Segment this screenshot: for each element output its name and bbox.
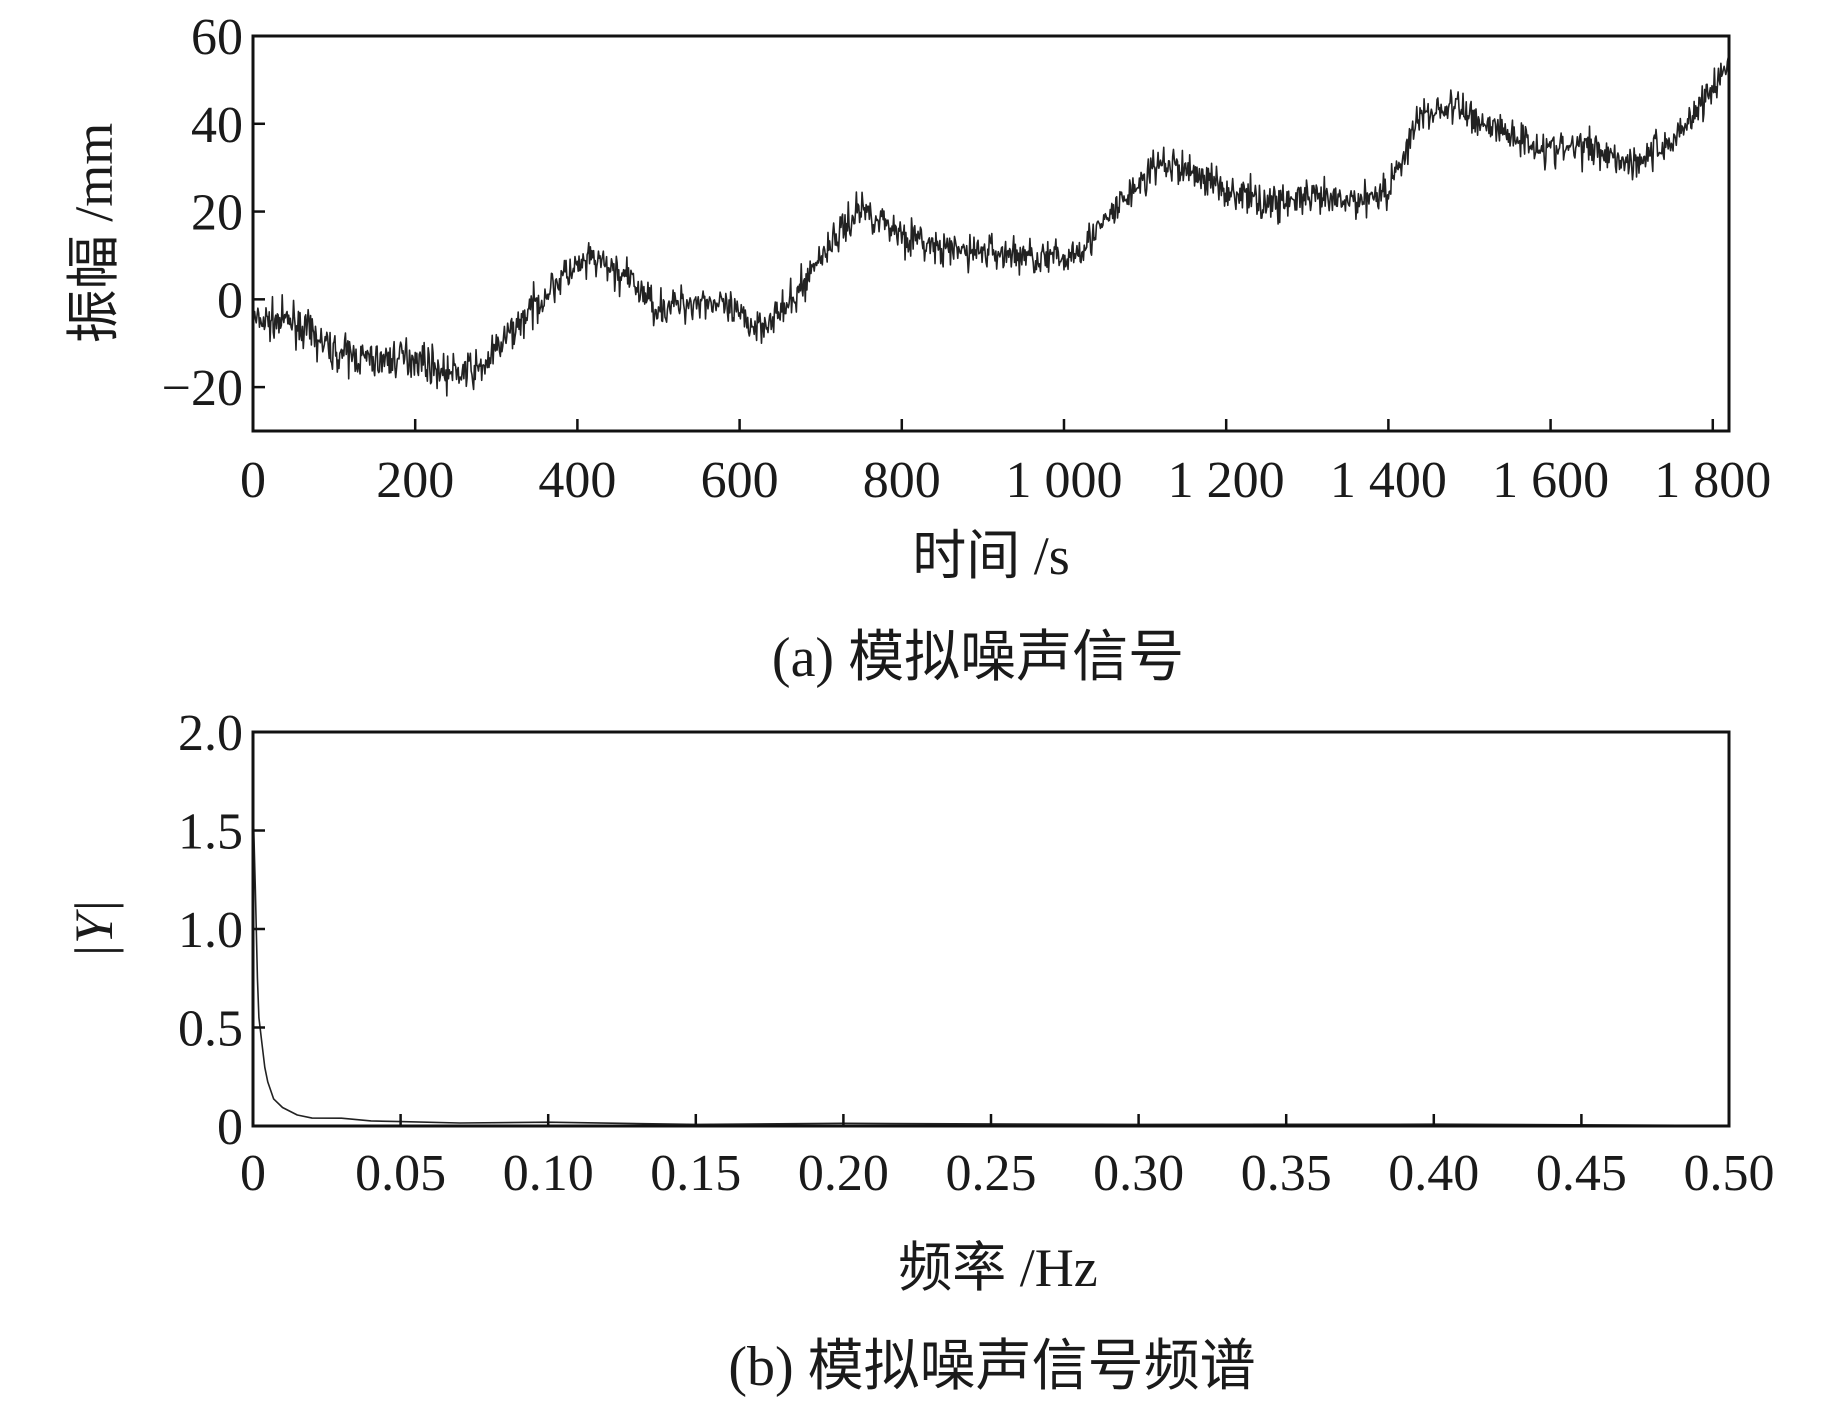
panel-a-x-tick-label: 200 xyxy=(376,452,454,509)
panel-a-x-tick-label: 600 xyxy=(701,452,779,509)
panel-b-axes: 0 0.05 0.10 0.15 0.20 0.25 0.30 0.35 0.40 0.45 0.5… xyxy=(178,705,1775,1202)
panel-b-frame xyxy=(251,730,1731,1128)
panel-b-y-tick-label: 0 xyxy=(217,1099,243,1156)
panel-b-x-tick-label: 0.45 xyxy=(1536,1145,1627,1202)
panel-b-spectrum: 0 0.05 0.10 0.15 0.20 0.25 0.30 0.35 0.40 0.45 0.5… xyxy=(64,705,1775,1398)
panel-b-caption: (b) 模拟噪声信号频谱 xyxy=(728,1336,1255,1398)
panel-a-y-tick-label: 0 xyxy=(217,272,243,329)
panel-b-series-line xyxy=(252,800,1730,1127)
panel-a-plot-area xyxy=(252,56,1730,397)
panel-b-plot-area xyxy=(252,800,1730,1127)
panel-a-caption: (a) 模拟噪声信号 xyxy=(772,627,1184,689)
panel-a-y-tick-label: 20 xyxy=(191,185,243,242)
panel-b-y-tick-label: 2.0 xyxy=(178,705,243,762)
panel-b-y-tick-label: 1.0 xyxy=(178,902,243,959)
panel-b-x-tick-label: 0.40 xyxy=(1388,1145,1479,1202)
panel-a-y-tick-label: 60 xyxy=(191,9,243,66)
panel-b-x-axis-label: 频率 /Hz xyxy=(898,1238,1097,1298)
panel-b-y-tick-label: 0.5 xyxy=(178,1001,243,1058)
panel-a-x-tick-label: 1 600 xyxy=(1492,452,1609,509)
panel-a-y-tick-label: 40 xyxy=(191,97,243,154)
panel-a-x-tick-label: 800 xyxy=(863,452,941,509)
panel-a-x-axis-label: 时间 /s xyxy=(912,526,1070,586)
panel-a-axes: 0 200 400 600 800 1 000 1 200 1 400 1 600 1 800−2… xyxy=(162,9,1772,509)
panel-b-y-tick-label: 1.5 xyxy=(178,804,243,861)
panel-a-x-tick-label: 1 200 xyxy=(1168,452,1285,509)
panel-a-x-tick-label: 1 800 xyxy=(1654,452,1771,509)
panel-a-y-axis-label: 振幅 /mm xyxy=(64,123,124,344)
panel-a-x-tick-label: 1 400 xyxy=(1330,452,1447,509)
panel-b-x-tick-label: 0.20 xyxy=(798,1145,889,1202)
panel-b-x-tick-label: 0.10 xyxy=(503,1145,594,1202)
panel-b-x-tick-label: 0.35 xyxy=(1241,1145,1332,1202)
panel-b-x-tick-label: 0.50 xyxy=(1684,1145,1775,1202)
panel-a-x-tick-label: 400 xyxy=(538,452,616,509)
panel-a-x-tick-label: 0 xyxy=(240,452,266,509)
panel-b-x-tick-label: 0.25 xyxy=(946,1145,1037,1202)
panel-b-y-axis-label: |Y| xyxy=(64,899,124,959)
panel-b-x-tick-label: 0.30 xyxy=(1093,1145,1184,1202)
panel-a-x-tick-label: 1 000 xyxy=(1005,452,1122,509)
panel-a-series-line xyxy=(252,56,1730,397)
panel-a-y-tick-label: −20 xyxy=(162,360,243,417)
panel-a-frame xyxy=(251,34,1731,433)
panel-a-time-signal: 0 200 400 600 800 1 000 1 200 1 400 1 600 1 800−2… xyxy=(64,9,1771,689)
panel-b-x-tick-label: 0.15 xyxy=(650,1145,741,1202)
panel-b-x-tick-label: 0 xyxy=(240,1145,266,1202)
panel-b-x-tick-label: 0.05 xyxy=(355,1145,446,1202)
